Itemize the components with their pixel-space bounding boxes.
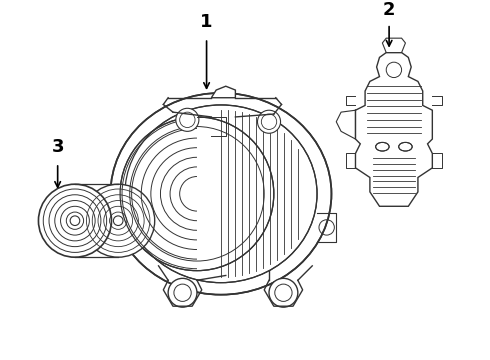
Text: 2: 2: [383, 1, 395, 19]
Ellipse shape: [376, 143, 389, 151]
Polygon shape: [355, 53, 432, 206]
Text: 1: 1: [200, 13, 213, 31]
Circle shape: [176, 108, 199, 131]
Circle shape: [82, 184, 155, 257]
Circle shape: [168, 278, 197, 307]
Ellipse shape: [399, 143, 412, 151]
Ellipse shape: [120, 117, 274, 271]
Polygon shape: [382, 38, 405, 53]
Circle shape: [269, 278, 298, 307]
Circle shape: [257, 110, 281, 133]
Circle shape: [113, 216, 123, 225]
Polygon shape: [211, 86, 235, 98]
Ellipse shape: [125, 105, 317, 283]
Ellipse shape: [111, 93, 331, 295]
Text: 3: 3: [51, 138, 64, 156]
Circle shape: [70, 216, 80, 225]
Circle shape: [386, 62, 402, 77]
Circle shape: [38, 184, 111, 257]
